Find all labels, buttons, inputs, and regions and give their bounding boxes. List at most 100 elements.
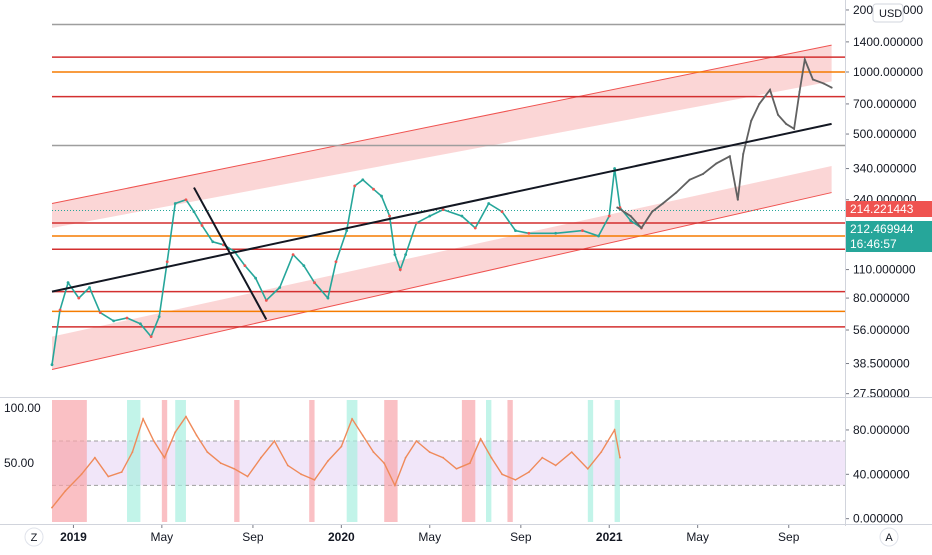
oscillator-point	[554, 464, 557, 467]
time-tick-label: Sep	[510, 530, 532, 544]
projection-point	[750, 119, 753, 122]
oscillator-point	[514, 478, 517, 481]
highlight-region	[614, 400, 620, 522]
projection-point	[793, 127, 796, 130]
oscillator-point	[206, 451, 209, 454]
projection-point	[715, 162, 718, 165]
price-point	[192, 210, 196, 214]
price-tick-label: 500.000000	[853, 127, 917, 141]
price-point	[414, 221, 418, 225]
projection-point	[736, 198, 739, 201]
oscillator-pane[interactable]: 100.00 50.00	[4, 400, 845, 522]
price-point	[291, 253, 295, 257]
overlays	[0, 0, 932, 526]
a-button[interactable]: A	[879, 527, 899, 547]
oscillator-point	[415, 440, 418, 442]
oscillator-point	[51, 506, 53, 509]
projection-point	[651, 210, 654, 213]
currency-button[interactable]: USD	[872, 3, 904, 23]
price-point	[597, 234, 600, 238]
price-point	[372, 187, 375, 191]
highlight-region	[346, 400, 358, 522]
time-tick-label: May	[418, 530, 441, 544]
price-point	[487, 202, 491, 205]
oscillator-point	[260, 456, 262, 459]
oscillator-point	[246, 475, 249, 478]
price-series-line[interactable]	[51, 168, 642, 365]
highlight-region	[461, 400, 476, 522]
osc-left-label: 100.00	[4, 401, 41, 415]
price-point	[527, 231, 531, 235]
projection-point	[777, 113, 780, 116]
time-tick-label: 2020	[328, 530, 355, 544]
price-tag-0: 214.221443	[846, 201, 932, 217]
highlight-region	[52, 400, 87, 522]
price-point	[629, 219, 633, 223]
price-point	[441, 208, 445, 211]
price-tick-label: 1400.000000	[853, 35, 923, 49]
price-tag-2: 16:46:57	[846, 236, 932, 252]
z-button-bg	[24, 527, 44, 547]
oscillator-point	[120, 471, 123, 473]
osc-right-label: 80.000000	[853, 423, 910, 437]
price-tag-bg	[846, 221, 932, 237]
oscillator-point	[107, 475, 110, 478]
price-point	[514, 229, 517, 233]
projection-point	[640, 227, 643, 230]
price-point	[380, 194, 383, 198]
oscillator-point	[570, 451, 573, 454]
projection-point	[675, 191, 678, 194]
channel-upper-band	[52, 45, 832, 229]
trend-line-1[interactable]	[193, 187, 268, 320]
oscillator-point	[219, 462, 222, 465]
price-point	[98, 311, 102, 315]
osc-right-label: 40.000000	[853, 467, 910, 481]
highlight-region	[161, 400, 168, 522]
time-tick-label: Sep	[242, 530, 264, 544]
osc-left-label: 50.00	[4, 456, 34, 470]
oscillator-point	[300, 473, 303, 476]
highlight-region	[309, 400, 315, 522]
highlight-region	[486, 400, 492, 522]
projection-point	[830, 86, 833, 89]
time-tick-label: 2021	[596, 530, 623, 544]
price-point	[361, 178, 365, 182]
projection-point	[742, 153, 745, 156]
a-label: A	[885, 532, 893, 544]
price-tick-label: 700.000000	[853, 97, 917, 111]
oscillator-point	[613, 429, 616, 431]
oscillator-point	[163, 456, 166, 459]
price-point	[460, 214, 464, 218]
oscillator-point	[404, 456, 407, 459]
highlight-region	[127, 400, 141, 522]
oscillator-point	[327, 460, 329, 462]
trend-line-0[interactable]	[51, 122, 832, 293]
price-tag-1: 212.469944	[846, 221, 932, 237]
price-tick-label: 56.000000	[853, 323, 910, 337]
price-point	[173, 202, 177, 205]
projection-point	[822, 82, 825, 85]
oscillator-point	[442, 456, 445, 459]
highlight-region	[234, 400, 240, 522]
main-price-pane[interactable]	[50, 0, 845, 371]
price-point	[50, 363, 54, 367]
time-tick-label: Sep	[778, 530, 800, 544]
oscillator-point	[93, 456, 96, 459]
oscillator-point	[361, 434, 364, 437]
oscillator-point	[195, 434, 198, 437]
price-tag-label: 212.469944	[850, 222, 914, 236]
projection-point	[688, 178, 691, 181]
price-axis[interactable]: 2000.0000001400.0000001000.000000700.000…	[845, 3, 932, 526]
currency-button-bg	[872, 3, 904, 23]
price-point	[473, 226, 477, 230]
time-axis[interactable]: 2019 May Sep 2020 May Sep 2021 May Sep Z A	[24, 524, 899, 547]
oscillator-point	[174, 431, 177, 434]
price-point	[393, 253, 397, 257]
oscillator-point	[142, 417, 144, 420]
price-tick-label: 27.500000	[853, 387, 910, 401]
a-button-bg	[879, 527, 899, 547]
oscillator-point	[600, 451, 603, 454]
z-button[interactable]: Z	[24, 527, 44, 547]
projection-point	[629, 215, 632, 218]
